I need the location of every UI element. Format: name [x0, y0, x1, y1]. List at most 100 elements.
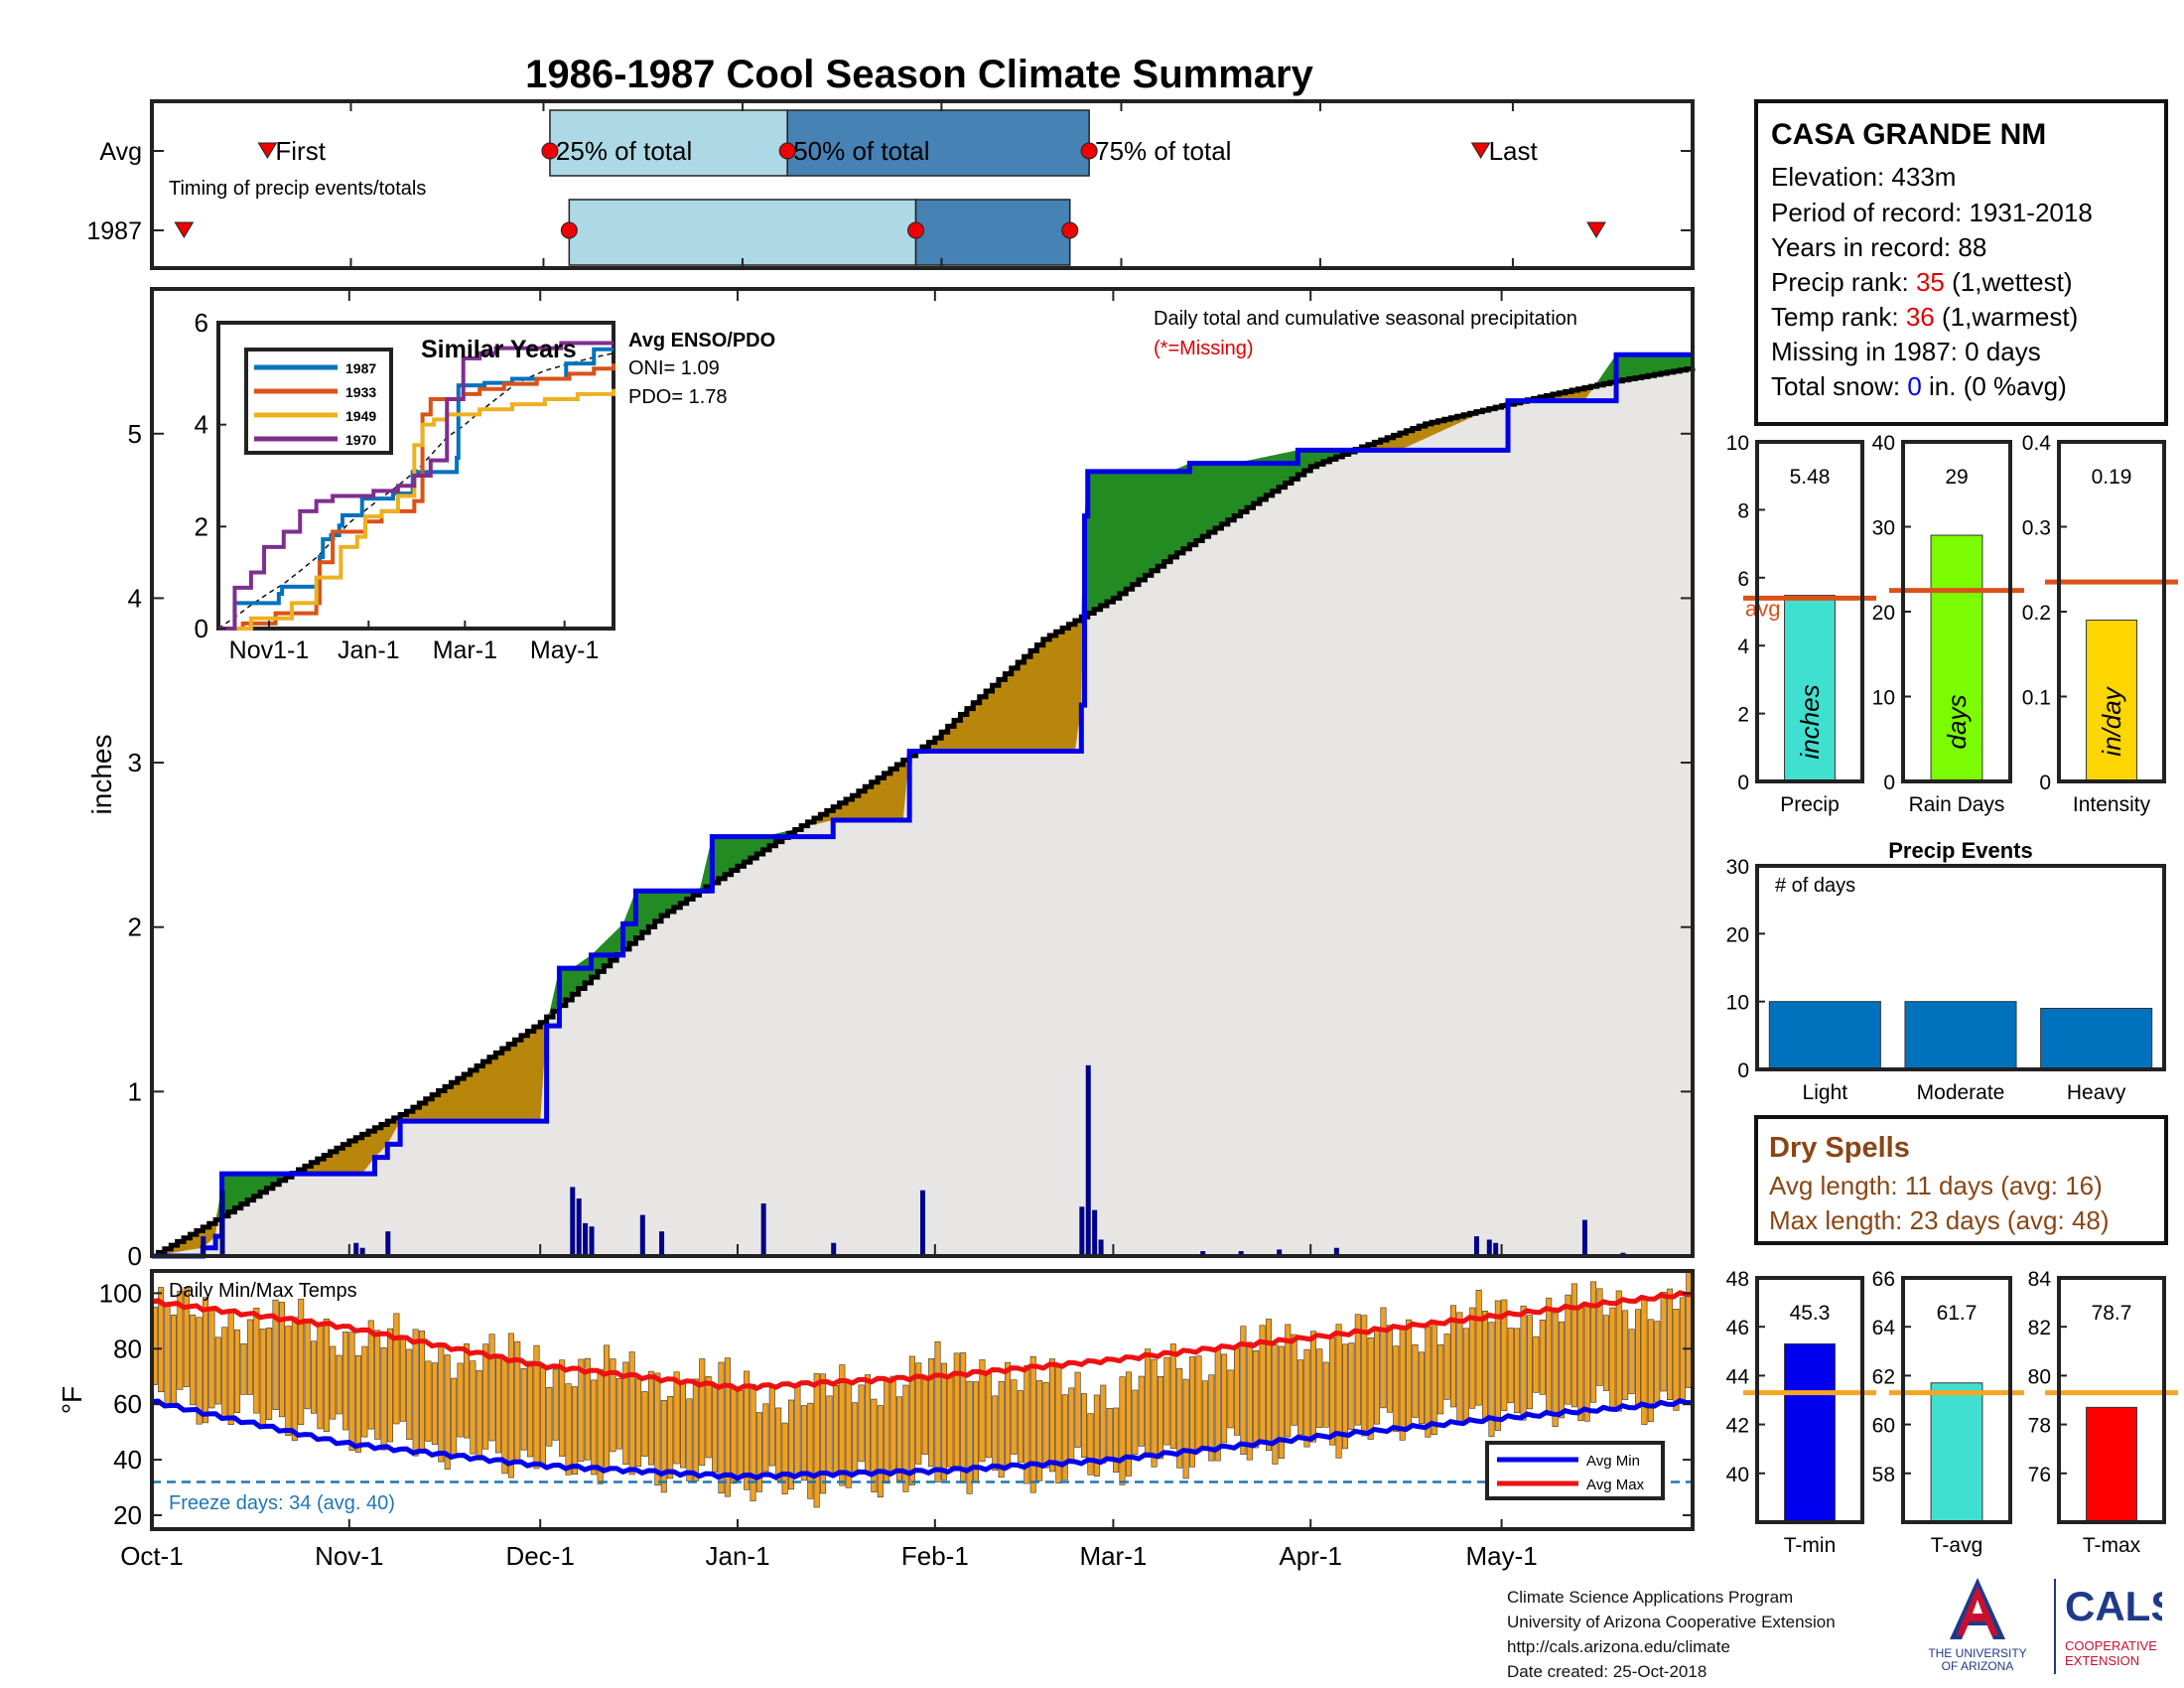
q75-marker [1080, 142, 1098, 160]
intensity_bar-value-bar [2086, 620, 2137, 782]
daily-precip-bar [219, 1190, 225, 1256]
daily-temp-bar [813, 1373, 820, 1508]
daily-temp-bar [1253, 1349, 1260, 1449]
daily-temp-bar [1227, 1369, 1234, 1429]
daily-temp-bar [1380, 1307, 1387, 1409]
cals-line2: EXTENSION [2065, 1653, 2139, 1668]
daily-temp-bar [628, 1351, 635, 1476]
inset-legend-label-1970: 1970 [345, 432, 376, 448]
daily-temp-bar [731, 1386, 738, 1484]
daily-temp-bar [208, 1310, 215, 1409]
daily-precip-bar [201, 1236, 206, 1256]
daily-temp-bar [1354, 1314, 1361, 1426]
daily-temp-bar [1138, 1375, 1145, 1447]
tmin_bar-value-label: 45.3 [1790, 1302, 1831, 1325]
station-snow: Total snow: 0 in. (0 %avg) [1771, 371, 2067, 401]
daily-precip-bar [1581, 1219, 1587, 1256]
daily-temp-bar [393, 1313, 400, 1425]
daily-temp-bar [323, 1319, 330, 1432]
precip_bar-y-tick-label: 6 [1737, 568, 1749, 591]
daily-temp-bar [1437, 1344, 1444, 1415]
inset-legend-label-1933: 1933 [345, 384, 376, 400]
daily-temp-bar [712, 1385, 719, 1473]
inset-title: Similar Years [421, 336, 577, 363]
daily-temp-bar [1316, 1348, 1323, 1428]
temps-plot-border [150, 1269, 1695, 1531]
daily-temp-bar [934, 1341, 941, 1482]
precip_bar-bar-label: inches [1795, 684, 1825, 759]
station-precip-rank: Precip rank: 35 (1,wettest) [1771, 267, 2073, 297]
y-tick-label: 3 [128, 748, 142, 777]
q25-q50-box [568, 199, 917, 266]
daily-temp-bar [1329, 1336, 1336, 1446]
daily-temp-bar [1119, 1376, 1126, 1485]
tmin_bar-y-tick-label: 46 [1726, 1317, 1749, 1339]
tmax_bar-x-label: T-max [2083, 1534, 2141, 1557]
y-tick-label: 4 [128, 583, 142, 613]
tmin_bar-y-tick-label: 48 [1726, 1268, 1749, 1291]
pdo-value: PDO= 1.78 [628, 386, 728, 408]
chart-legend-text: Daily total and cumulative seasonal prec… [1154, 308, 1577, 330]
last-marker [1586, 221, 1606, 238]
daily-temp-bar [291, 1317, 298, 1442]
x-tick-label: Mar-1 [1079, 1541, 1147, 1571]
q50-label: 50% of total [793, 136, 929, 166]
daily-temp-bar [1201, 1380, 1208, 1450]
daily-precip-bar [1277, 1249, 1283, 1256]
station-info-box: CASA GRANDE NM Elevation: 433m Period of… [1754, 99, 2168, 426]
daily-precip-bar [583, 1222, 589, 1256]
tavg_bar-value-bar [1930, 1382, 1983, 1523]
temps-y-tick-label: 100 [99, 1278, 142, 1308]
daily-temp-bar [1596, 1288, 1603, 1386]
daily-temp-bar [1017, 1390, 1024, 1463]
tmin_bar-value-bar [1784, 1342, 1836, 1523]
daily-temp-bar [820, 1373, 827, 1494]
station-elevation: Elevation: 433m [1771, 162, 1956, 192]
main-precip-chart: 0 1 2 3 4 5 inches Daily total and cumulative s… [86, 287, 1696, 1271]
daily-temp-bar [304, 1319, 311, 1410]
precip_bar-y-tick-label: 0 [1737, 772, 1749, 794]
daily-temp-bar [1335, 1324, 1342, 1459]
daily-precip-bar [1238, 1251, 1244, 1256]
precip_bar-value-bar [1784, 595, 1836, 782]
daily-temp-bar [755, 1412, 762, 1492]
tmin_bar-y-tick-label: 40 [1726, 1464, 1749, 1486]
dry-spells-avg: Avg length: 11 days (avg: 16) [1769, 1171, 2103, 1200]
daily-temp-bar [794, 1385, 801, 1477]
ua-a-icon [1950, 1578, 2005, 1639]
daily-temp-bar [425, 1360, 432, 1442]
precip_bar-y-tick-label: 4 [1737, 635, 1749, 658]
daily-temp-bar [966, 1380, 973, 1494]
daily-temp-bar [412, 1329, 419, 1457]
daily-temp-bar [1361, 1315, 1368, 1437]
daily-temp-bar [660, 1400, 667, 1493]
daily-temp-bar [1462, 1328, 1469, 1423]
daily-temp-bar [367, 1320, 374, 1430]
daily-temp-bar [1322, 1361, 1329, 1428]
daily-temp-bar [692, 1378, 699, 1481]
daily-temp-bar [940, 1362, 947, 1480]
daily-temp-bar [1169, 1343, 1176, 1450]
tmax_bar-value-label: 78.7 [2092, 1302, 2132, 1325]
daily-temp-bar [259, 1329, 266, 1427]
daily-temp-bar [565, 1383, 572, 1476]
intensity_bar-y-tick-label: 0.3 [2022, 517, 2051, 540]
daily-temp-bar [278, 1302, 285, 1418]
daily-temp-bar [1533, 1336, 1540, 1393]
footer-url[interactable]: http://cals.arizona.edu/climate [1507, 1637, 1730, 1656]
page-title: 1986-1987 Cool Season Climate Summary [525, 53, 1313, 96]
raindays_bar-y-tick-label: 10 [1872, 687, 1895, 710]
raindays_bar-y-tick-label: 30 [1872, 517, 1895, 540]
daily-temp-bar [221, 1327, 228, 1417]
daily-temp-bar [1157, 1376, 1164, 1460]
daily-temp-bar [852, 1402, 859, 1474]
daily-temp-bar [1125, 1371, 1132, 1477]
legend-avg-max-label: Avg Max [1586, 1477, 1645, 1493]
raindays_bar-value-bar [1930, 534, 1983, 782]
daily-precip-bar [1200, 1251, 1206, 1256]
events-border [1755, 864, 2166, 1071]
station-missing: Missing in 1987: 0 days [1771, 337, 2041, 366]
similar-years-inset: 0 2 4 6 Nov1-1 Jan-1 Mar-1 May-1 1987 1933 1949 197… [195, 308, 776, 664]
similar-year-line-1933 [218, 363, 615, 631]
similar-year-line-1949 [218, 388, 615, 631]
